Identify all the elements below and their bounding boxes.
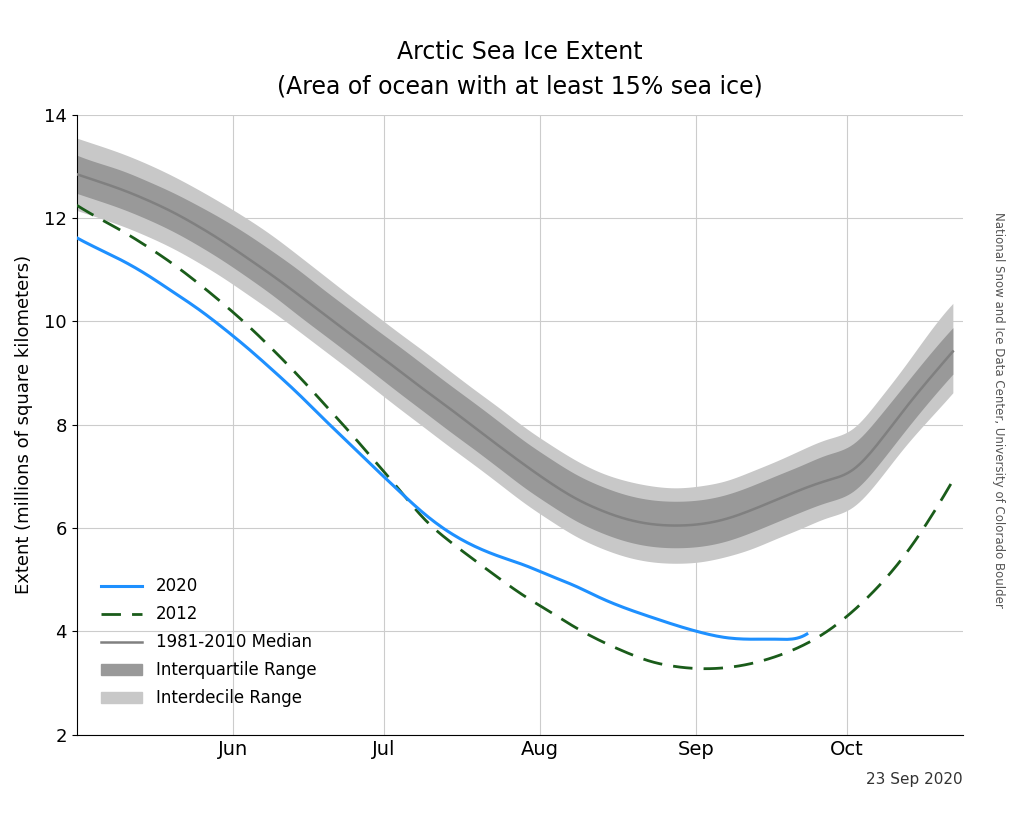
Legend: 2020, 2012, 1981-2010 Median, Interquartile Range, Interdecile Range: 2020, 2012, 1981-2010 Median, Interquart… xyxy=(94,571,323,714)
Y-axis label: Extent (millions of square kilometers): Extent (millions of square kilometers) xyxy=(15,256,33,595)
Text: National Snow and Ice Data Center, University of Colorado Boulder: National Snow and Ice Data Center, Unive… xyxy=(992,211,1005,608)
Title: Arctic Sea Ice Extent
(Area of ocean with at least 15% sea ice): Arctic Sea Ice Extent (Area of ocean wit… xyxy=(276,39,763,99)
Text: 23 Sep 2020: 23 Sep 2020 xyxy=(866,772,963,787)
